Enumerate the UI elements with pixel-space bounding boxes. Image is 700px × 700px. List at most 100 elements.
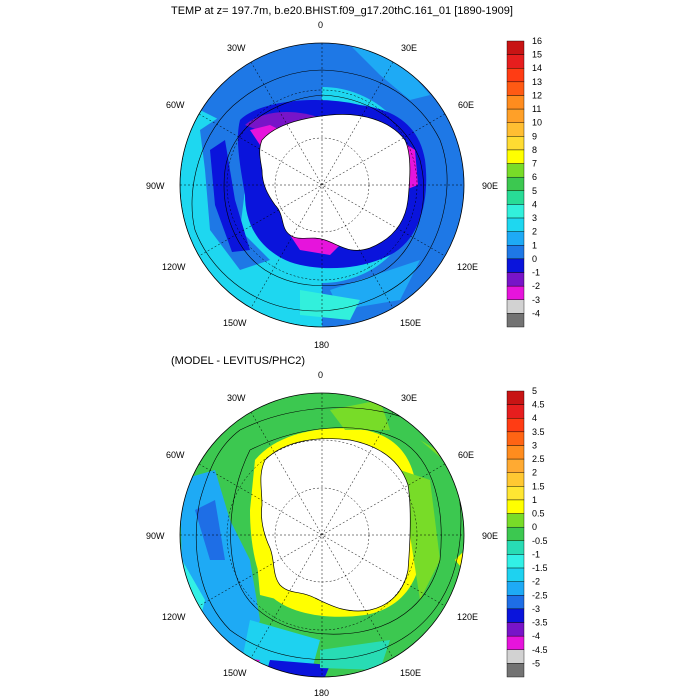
colorbar-box — [506, 513, 525, 528]
colorbar-box — [506, 663, 525, 678]
colorbar-label: 3.5 — [532, 427, 545, 437]
colorbar-label: -1 — [532, 549, 540, 559]
bottom-antarctica — [260, 438, 411, 612]
lon-label: 30W — [227, 393, 246, 403]
colorbar-box — [506, 472, 525, 487]
lon-label: 90E — [482, 531, 498, 541]
colorbar-label: -3 — [532, 604, 540, 614]
colorbar-box — [506, 204, 525, 219]
lon-label: 60W — [166, 100, 185, 110]
lon-label: 150E — [400, 668, 421, 678]
lon-label: 150W — [223, 318, 247, 328]
lon-label: 30W — [227, 43, 246, 53]
colorbar-label: 2 — [532, 227, 537, 237]
colorbar-box — [506, 54, 525, 69]
bottom-map — [180, 393, 464, 677]
colorbar-box — [506, 431, 525, 446]
bottom-lon-labels: 0 30E 60E 90E 120E 150E 180 150W 120W 90… — [146, 370, 498, 698]
colorbar-box — [506, 540, 525, 555]
colorbar-box — [506, 81, 525, 96]
colorbar-label: 4 — [532, 199, 537, 209]
colorbar-label: 11 — [532, 104, 541, 114]
lon-label: 120W — [162, 612, 186, 622]
colorbar-label: -3.5 — [532, 618, 548, 628]
colorbar-box — [506, 313, 525, 328]
colorbar-box — [506, 649, 525, 664]
colorbar-box — [506, 526, 525, 542]
colorbar-label: -3 — [532, 295, 540, 305]
colorbar-box — [506, 122, 525, 137]
colorbar-box — [506, 40, 525, 55]
lon-label: 60E — [458, 450, 474, 460]
colorbar-label: 6 — [532, 172, 537, 182]
colorbar-label: 0 — [532, 522, 537, 532]
colorbar-box — [506, 68, 525, 83]
colorbar-box — [506, 231, 525, 246]
lon-label: 90E — [482, 181, 498, 191]
lon-label: 90W — [146, 181, 165, 191]
colorbar-label: -4 — [532, 631, 540, 641]
colorbar-box — [506, 635, 525, 650]
colorbar-box — [506, 418, 525, 433]
colorbar-label: 16 — [532, 36, 542, 46]
colorbar-label: -2.5 — [532, 590, 548, 600]
colorbar-label: 3 — [532, 440, 537, 450]
colorbar-label: 10 — [532, 118, 542, 128]
colorbar-box — [506, 595, 525, 610]
lon-label: 180 — [314, 688, 329, 698]
lon-label: 150E — [400, 318, 421, 328]
colorbar-box — [506, 567, 525, 582]
colorbar-label: -1 — [532, 268, 540, 278]
colorbar-label: 2.5 — [532, 454, 545, 464]
colorbar-label: -4 — [532, 308, 540, 318]
top-lon-labels: 0 30E 60E 90E 120E 150E 180 150W 120W 90… — [146, 20, 498, 350]
colorbar-label: 8 — [532, 145, 537, 155]
colorbar-label: -5 — [532, 658, 540, 668]
colorbar-box — [506, 554, 525, 569]
lon-label: 120E — [457, 612, 478, 622]
lon-label: 60W — [166, 450, 185, 460]
colorbar-label: 1 — [532, 495, 537, 505]
colorbar-box — [506, 163, 525, 178]
bottom-title: (MODEL - LEVITUS/PHC2) — [171, 355, 305, 367]
lon-label: 180 — [314, 340, 329, 350]
colorbar-label: 7 — [532, 159, 537, 169]
colorbar-box — [506, 486, 525, 501]
colorbar-label: 15 — [532, 50, 542, 60]
colorbar-box — [506, 136, 525, 151]
colorbar-label: 1 — [532, 240, 537, 250]
top-antarctica — [259, 114, 411, 251]
colorbar-box — [506, 499, 525, 514]
colorbar-label: -2 — [532, 281, 540, 291]
lon-label: 120E — [457, 262, 478, 272]
lon-label: 0 — [318, 370, 323, 380]
colorbar-box — [506, 149, 525, 164]
colorbar-box — [506, 445, 525, 460]
colorbar-box — [506, 458, 525, 473]
bottom-colorbar: 5 4.5 4 3.5 3 2.5 2 1.5 1 0.5 0 -0.5 -1 -1.5 -2 -2.5 -3 -… — [506, 386, 548, 678]
colorbar-box — [506, 258, 525, 273]
colorbar-label: -4.5 — [532, 645, 548, 655]
colorbar-label: 1.5 — [532, 481, 545, 491]
bottom-panel: (MODEL - LEVITUS/PHC2) — [146, 355, 548, 698]
lon-label: 0 — [318, 20, 323, 30]
top-panel: TEMP at z= 197.7m, b.e20.BHIST.f09_g17.2… — [146, 5, 542, 350]
colorbar-label: 2 — [532, 468, 537, 478]
colorbar-label: 9 — [532, 131, 537, 141]
colorbar-label: 5 — [532, 186, 537, 196]
top-map — [180, 43, 464, 327]
colorbar-box — [506, 581, 525, 596]
colorbar-label: 4 — [532, 413, 537, 423]
lon-label: 120W — [162, 262, 186, 272]
colorbar-box — [506, 245, 525, 260]
colorbar-box — [506, 404, 525, 419]
colorbar-label: 14 — [532, 63, 542, 73]
colorbar-label: 3 — [532, 213, 537, 223]
colorbar-label: 12 — [532, 90, 542, 100]
colorbar-box — [506, 390, 525, 405]
colorbar-box — [506, 272, 525, 287]
lon-label: 30E — [401, 393, 417, 403]
lon-label: 30E — [401, 43, 417, 53]
